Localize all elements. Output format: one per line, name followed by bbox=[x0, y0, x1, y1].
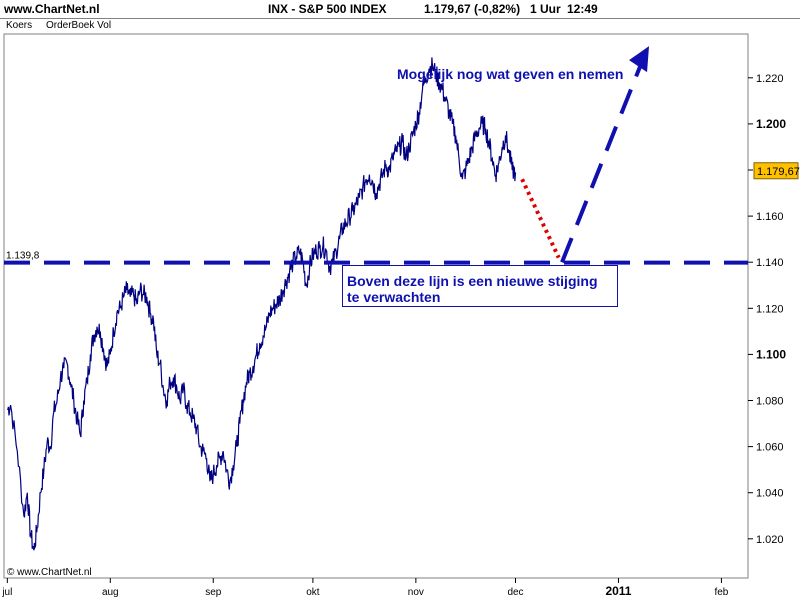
annotation-box: Boven deze lijn is een nieuwe stijging t… bbox=[342, 265, 618, 307]
time-label: 12:49 bbox=[567, 2, 598, 16]
site-name: www.ChartNet.nl bbox=[4, 2, 100, 16]
annotation-box-line-1: Boven deze lijn is een nieuwe stijging bbox=[347, 273, 598, 289]
y-tick-label: 1.100 bbox=[756, 347, 786, 361]
last-price-change: 1.179,67 (-0,82%) bbox=[424, 2, 521, 16]
x-tick-label: jul bbox=[1, 587, 12, 598]
y-tick-label: 1.120 bbox=[756, 303, 784, 315]
chart-tabs: Koers OrderBoek Vol bbox=[0, 19, 800, 33]
instrument-title: INX - S&P 500 INDEX bbox=[268, 2, 387, 16]
y-tick-label: 1.080 bbox=[756, 396, 784, 408]
annotation-box-line-2: te verwachten bbox=[347, 289, 441, 305]
x-tick-label: 2011 bbox=[605, 584, 631, 598]
annotation-top-note: Mogelijk nog wat geven en nemen bbox=[397, 66, 624, 82]
y-tick-label: 1.040 bbox=[756, 488, 784, 500]
x-tick-label: okt bbox=[306, 587, 320, 598]
y-tick-label: 1.060 bbox=[756, 442, 784, 454]
projection-dotted-line bbox=[520, 178, 561, 259]
x-tick-label: nov bbox=[408, 587, 424, 598]
support-level-label: 1.139,8 bbox=[6, 251, 40, 262]
y-tick-label: 1.200 bbox=[756, 117, 786, 131]
arrow-head-icon bbox=[629, 46, 650, 73]
x-tick-label: aug bbox=[102, 587, 119, 598]
y-tick-label: 1.160 bbox=[756, 211, 784, 223]
copyright-text: © www.ChartNet.nl bbox=[7, 567, 92, 578]
chart-header: www.ChartNet.nl INX - S&P 500 INDEX 1.17… bbox=[0, 0, 800, 19]
tab-koers[interactable]: Koers bbox=[6, 20, 33, 31]
y-tick-label: 1.020 bbox=[756, 534, 784, 546]
interval-label: 1 Uur bbox=[530, 2, 561, 16]
tab-orderboek-vol[interactable]: OrderBoek Vol bbox=[46, 20, 112, 31]
x-tick-label: sep bbox=[205, 587, 222, 598]
y-tick-label: 1.140 bbox=[756, 257, 784, 269]
last-price-marker bbox=[753, 162, 799, 180]
y-tick-label: 1.220 bbox=[756, 73, 784, 85]
price-series-line bbox=[6, 57, 517, 551]
x-tick-label: feb bbox=[714, 587, 728, 598]
projection-arrow-line bbox=[560, 63, 643, 263]
last-price-label: 1.179,67 bbox=[757, 166, 800, 178]
x-tick-label: dec bbox=[507, 587, 523, 598]
